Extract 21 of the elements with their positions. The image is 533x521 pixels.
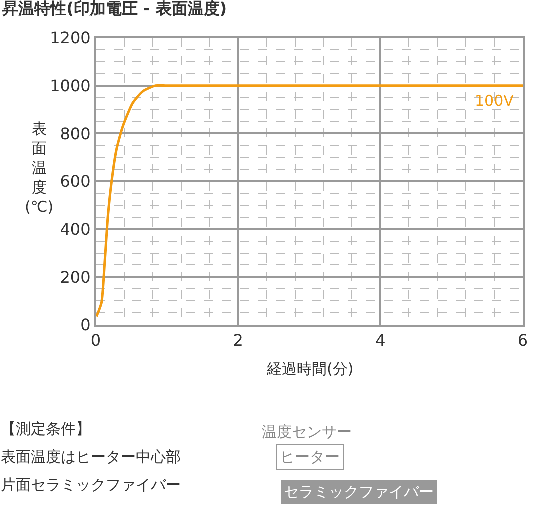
chart-title: 昇温特性(印加電圧 - 表面温度) xyxy=(2,0,228,18)
text: 片面セラミックファイバー xyxy=(1,476,181,494)
y-tick-label: 200 xyxy=(60,268,91,287)
x-tick-label: 6 xyxy=(518,331,528,350)
y-tick-label: 800 xyxy=(60,124,91,144)
y-tick-label: 1000 xyxy=(50,76,91,96)
line-series xyxy=(96,84,523,318)
x-axis-title: 経過時間(分) xyxy=(266,360,354,378)
text: ヒーター xyxy=(280,448,340,466)
text: 【測定条件】 xyxy=(1,420,91,438)
y-tick-label: 600 xyxy=(60,172,91,192)
y-tick-label: 0 xyxy=(80,316,91,335)
x-tick-label: 2 xyxy=(233,331,244,350)
y-tick-label: 1200 xyxy=(50,28,91,48)
series-label: 100V xyxy=(475,92,515,110)
text: 温度センサー xyxy=(262,423,352,441)
text: 表面温度はヒーター中心部 xyxy=(1,448,181,466)
y-tick-label: 400 xyxy=(60,220,91,239)
text: セラミックファイバー xyxy=(284,483,434,501)
x-tick-label: 4 xyxy=(376,331,386,350)
y-axis-title: 表面温度(℃) xyxy=(25,120,54,216)
